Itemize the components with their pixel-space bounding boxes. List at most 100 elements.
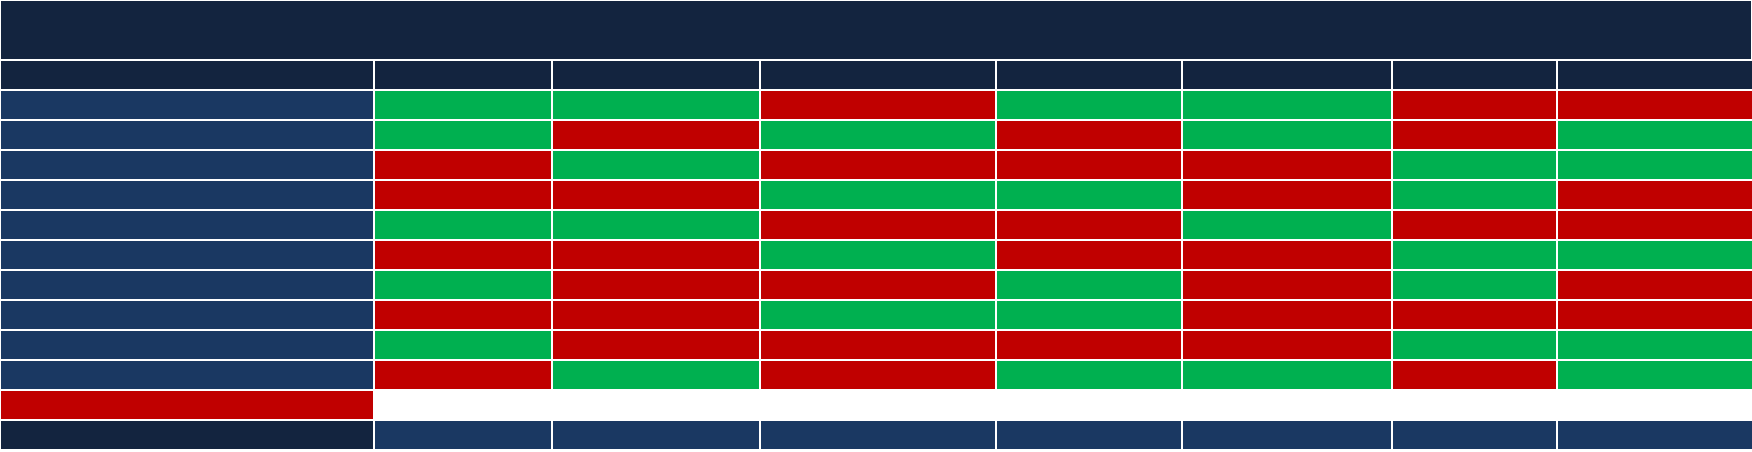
- status-cell-r9-c5-fail[interactable]: [1183, 331, 1391, 359]
- status-cell-r7-c3-fail[interactable]: [761, 271, 995, 299]
- status-cell-r10-c7-pass[interactable]: [1558, 361, 1752, 389]
- status-matrix: [1, 61, 1752, 449]
- status-cell-r6-c3-pass[interactable]: [761, 241, 995, 269]
- status-cell-r7-c1-pass[interactable]: [375, 271, 551, 299]
- column-header-6: [1393, 61, 1556, 89]
- status-cell-r4-c1-fail[interactable]: [375, 181, 551, 209]
- status-cell-r5-c2-pass[interactable]: [553, 211, 759, 239]
- row-label-7: [1, 271, 373, 299]
- column-header-3: [761, 61, 995, 89]
- row-label-6: [1, 241, 373, 269]
- status-cell-r10-c1-fail[interactable]: [375, 361, 551, 389]
- footer-cell-6: [1393, 421, 1556, 449]
- status-cell-r8-c4-pass[interactable]: [997, 301, 1181, 329]
- column-header-4: [997, 61, 1181, 89]
- status-cell-r2-c4-fail[interactable]: [997, 121, 1181, 149]
- summary-row-label: [1, 391, 373, 419]
- status-cell-r1-c3-fail[interactable]: [761, 91, 995, 119]
- status-cell-r1-c5-pass[interactable]: [1183, 91, 1391, 119]
- status-cell-r8-c2-fail[interactable]: [553, 301, 759, 329]
- status-cell-r3-c7-pass[interactable]: [1558, 151, 1752, 179]
- status-cell-r8-c7-fail[interactable]: [1558, 301, 1752, 329]
- status-cell-r6-c1-fail[interactable]: [375, 241, 551, 269]
- status-cell-r1-c6-fail[interactable]: [1393, 91, 1556, 119]
- row-label-9: [1, 331, 373, 359]
- status-cell-r3-c2-pass[interactable]: [553, 151, 759, 179]
- status-cell-r5-c5-pass[interactable]: [1183, 211, 1391, 239]
- status-cell-r2-c6-fail[interactable]: [1393, 121, 1556, 149]
- status-cell-r9-c3-fail[interactable]: [761, 331, 995, 359]
- status-cell-r4-c3-pass[interactable]: [761, 181, 995, 209]
- status-cell-r9-c7-pass[interactable]: [1558, 331, 1752, 359]
- footer-label-cell: [1, 421, 373, 449]
- status-cell-r2-c1-pass[interactable]: [375, 121, 551, 149]
- row-label-3: [1, 151, 373, 179]
- status-cell-r5-c4-fail[interactable]: [997, 211, 1181, 239]
- column-header-1: [375, 61, 551, 89]
- row-label-5: [1, 211, 373, 239]
- status-cell-r5-c7-fail[interactable]: [1558, 211, 1752, 239]
- column-header-5: [1183, 61, 1391, 89]
- status-cell-r8-c6-fail[interactable]: [1393, 301, 1556, 329]
- status-cell-r2-c3-pass[interactable]: [761, 121, 995, 149]
- column-header-7: [1558, 61, 1752, 89]
- status-cell-r7-c5-fail[interactable]: [1183, 271, 1391, 299]
- status-cell-r7-c2-fail[interactable]: [553, 271, 759, 299]
- status-cell-r10-c5-pass[interactable]: [1183, 361, 1391, 389]
- status-cell-r6-c7-pass[interactable]: [1558, 241, 1752, 269]
- status-cell-r8-c3-pass[interactable]: [761, 301, 995, 329]
- row-label-2: [1, 121, 373, 149]
- row-label-1: [1, 91, 373, 119]
- footer-cell-3: [761, 421, 995, 449]
- status-cell-r6-c4-fail[interactable]: [997, 241, 1181, 269]
- status-cell-r8-c5-fail[interactable]: [1183, 301, 1391, 329]
- status-cell-r1-c4-pass[interactable]: [997, 91, 1181, 119]
- footer-cell-2: [553, 421, 759, 449]
- status-cell-r2-c5-pass[interactable]: [1183, 121, 1391, 149]
- status-cell-r4-c6-pass[interactable]: [1393, 181, 1556, 209]
- status-cell-r4-c2-fail[interactable]: [553, 181, 759, 209]
- status-cell-r3-c3-fail[interactable]: [761, 151, 995, 179]
- status-cell-r10-c3-fail[interactable]: [761, 361, 995, 389]
- status-cell-r3-c1-fail[interactable]: [375, 151, 551, 179]
- status-cell-r3-c4-fail[interactable]: [997, 151, 1181, 179]
- status-cell-r9-c6-pass[interactable]: [1393, 331, 1556, 359]
- footer-cell-7: [1558, 421, 1752, 449]
- status-cell-r1-c1-pass[interactable]: [375, 91, 551, 119]
- status-cell-r5-c6-fail[interactable]: [1393, 211, 1556, 239]
- column-header-2: [553, 61, 759, 89]
- status-cell-r7-c4-pass[interactable]: [997, 271, 1181, 299]
- row-label-10: [1, 361, 373, 389]
- row-label-8: [1, 301, 373, 329]
- status-cell-r5-c1-pass[interactable]: [375, 211, 551, 239]
- status-cell-r7-c7-fail[interactable]: [1558, 271, 1752, 299]
- summary-row-blank: [375, 391, 1752, 419]
- status-cell-r6-c2-fail[interactable]: [553, 241, 759, 269]
- status-cell-r3-c6-pass[interactable]: [1393, 151, 1556, 179]
- status-cell-r10-c4-pass[interactable]: [997, 361, 1181, 389]
- status-cell-r6-c6-pass[interactable]: [1393, 241, 1556, 269]
- status-cell-r10-c2-pass[interactable]: [553, 361, 759, 389]
- status-cell-r2-c7-pass[interactable]: [1558, 121, 1752, 149]
- status-cell-r1-c7-fail[interactable]: [1558, 91, 1752, 119]
- footer-cell-1: [375, 421, 551, 449]
- status-cell-r5-c3-fail[interactable]: [761, 211, 995, 239]
- status-cell-r4-c4-pass[interactable]: [997, 181, 1181, 209]
- status-cell-r1-c2-pass[interactable]: [553, 91, 759, 119]
- status-cell-r7-c6-pass[interactable]: [1393, 271, 1556, 299]
- status-cell-r9-c4-fail[interactable]: [997, 331, 1181, 359]
- footer-cell-5: [1183, 421, 1391, 449]
- status-cell-r8-c1-fail[interactable]: [375, 301, 551, 329]
- header-corner-cell: [1, 61, 373, 89]
- status-cell-r4-c7-fail[interactable]: [1558, 181, 1752, 209]
- footer-cell-4: [997, 421, 1181, 449]
- status-cell-r9-c1-pass[interactable]: [375, 331, 551, 359]
- status-cell-r6-c5-fail[interactable]: [1183, 241, 1391, 269]
- status-cell-r4-c5-fail[interactable]: [1183, 181, 1391, 209]
- status-cell-r2-c2-fail[interactable]: [553, 121, 759, 149]
- status-cell-r9-c2-fail[interactable]: [553, 331, 759, 359]
- status-cell-r10-c6-fail[interactable]: [1393, 361, 1556, 389]
- row-label-4: [1, 181, 373, 209]
- status-cell-r3-c5-fail[interactable]: [1183, 151, 1391, 179]
- title-bar: [1, 1, 1751, 59]
